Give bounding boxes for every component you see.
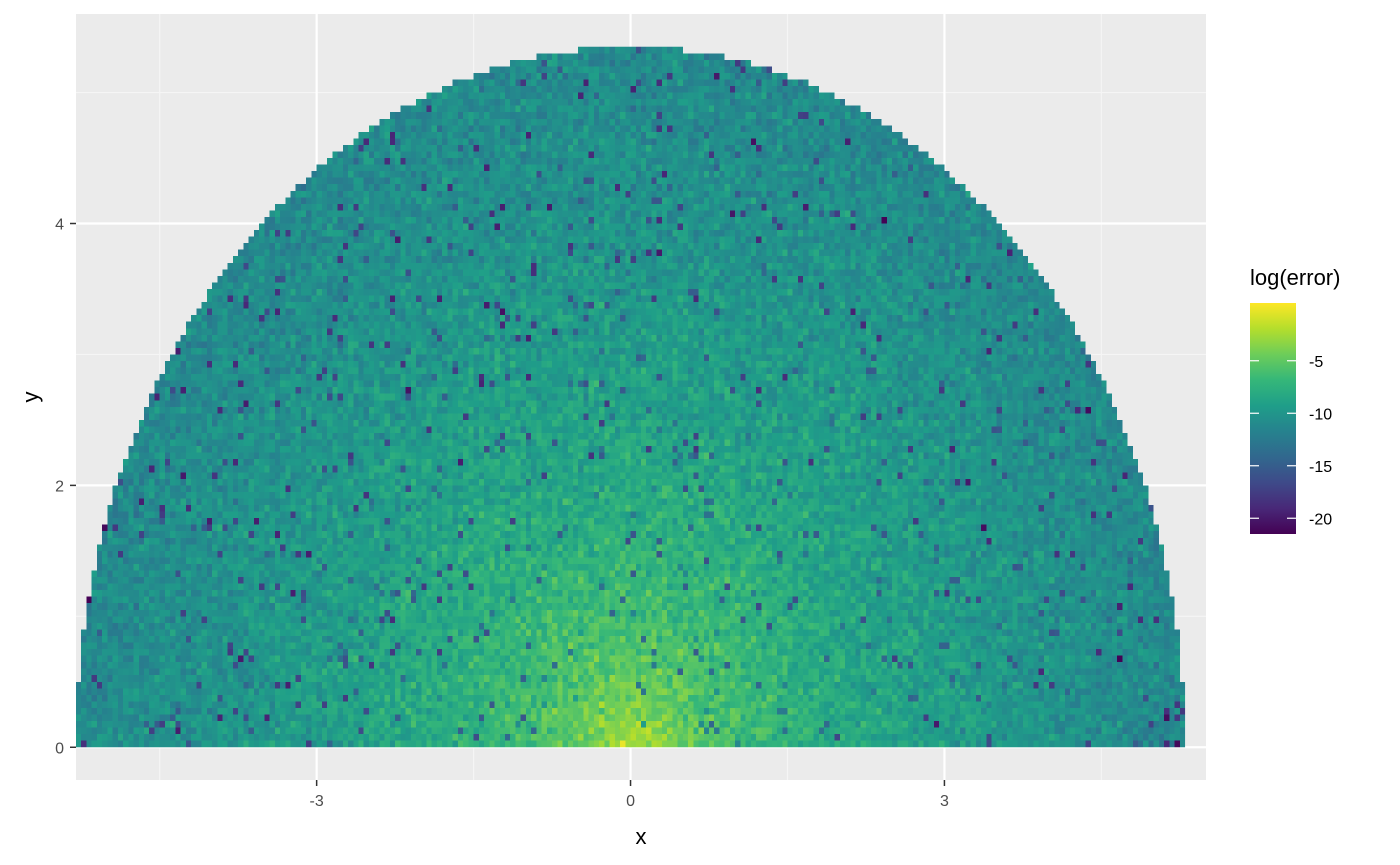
- x-axis-title: x: [636, 824, 647, 849]
- legend-label: -10: [1309, 406, 1332, 423]
- x-tick-label: 3: [940, 793, 949, 810]
- legend-label: -20: [1309, 511, 1332, 528]
- y-tick-label: 2: [55, 478, 64, 495]
- legend-label: -5: [1309, 354, 1323, 371]
- colorbar-legend: log(error) -5 -10 -15 -20: [1250, 265, 1340, 534]
- y-axis: 0 2 4: [55, 217, 76, 757]
- heatmap-cells: [76, 46, 1186, 748]
- colorbar: [1250, 303, 1296, 534]
- x-tick-label: 0: [626, 793, 635, 810]
- y-tick-label: 4: [55, 217, 64, 234]
- y-axis-title: y: [18, 392, 43, 403]
- x-tick-label: -3: [310, 793, 324, 810]
- x-axis: -3 0 3: [310, 780, 949, 810]
- legend-ticks: -5 -10 -15 -20: [1250, 354, 1332, 528]
- legend-label: -15: [1309, 459, 1332, 476]
- legend-title: log(error): [1250, 265, 1340, 290]
- y-tick-label: 0: [55, 740, 64, 757]
